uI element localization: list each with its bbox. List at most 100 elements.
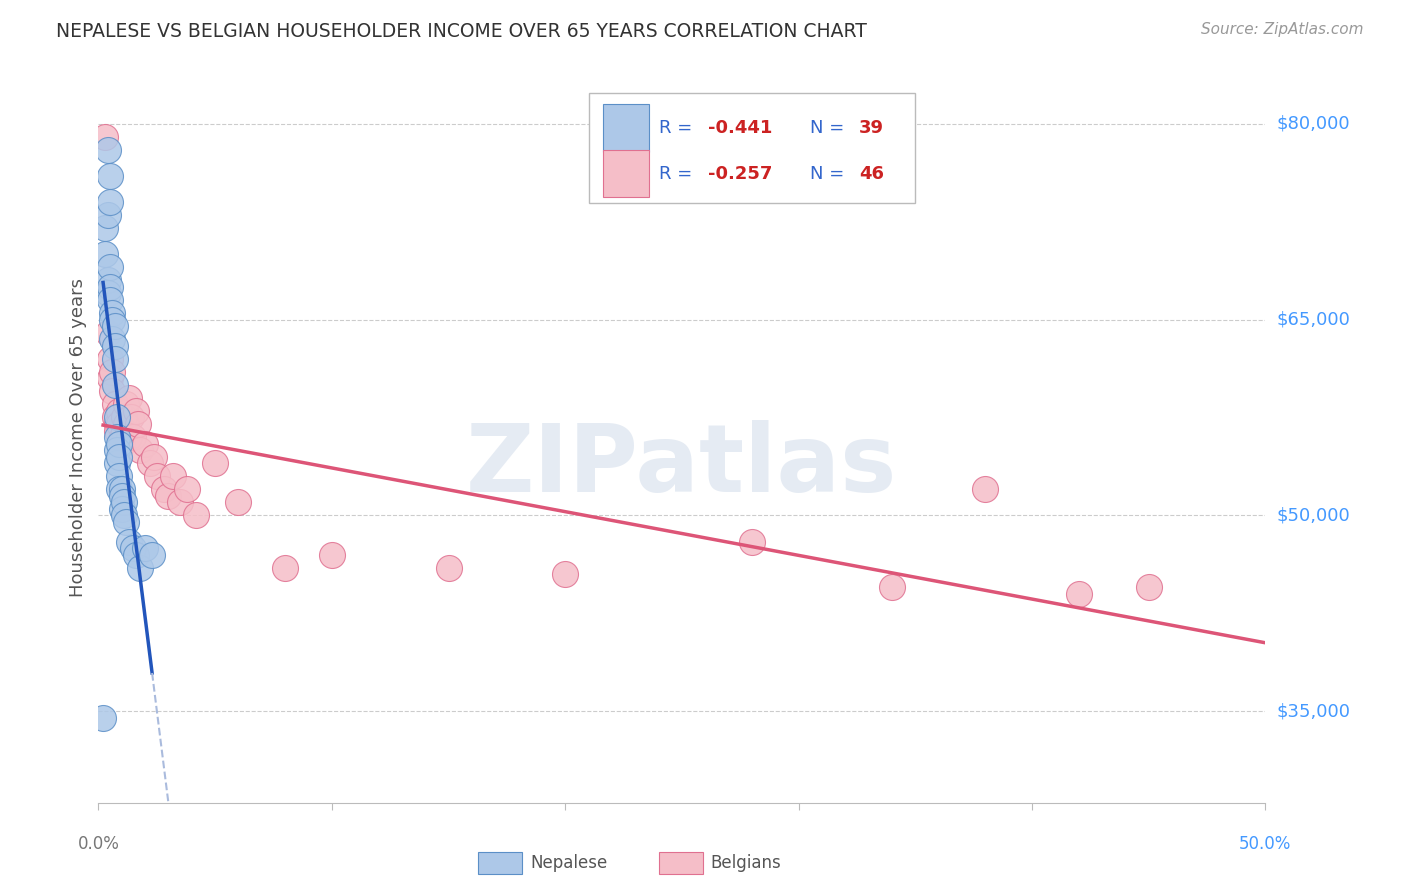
Point bbox=[94, 129, 117, 144]
Point bbox=[112, 424, 135, 438]
Point bbox=[437, 560, 460, 574]
Point bbox=[104, 397, 127, 411]
Point bbox=[169, 495, 191, 509]
Point bbox=[105, 430, 128, 444]
Point bbox=[118, 534, 141, 549]
Point bbox=[112, 495, 135, 509]
Text: -0.441: -0.441 bbox=[707, 119, 772, 136]
Point bbox=[176, 483, 198, 497]
Point bbox=[120, 410, 142, 425]
Point bbox=[321, 548, 343, 562]
Point bbox=[104, 377, 127, 392]
Point bbox=[101, 312, 124, 326]
Point bbox=[139, 456, 162, 470]
Point bbox=[97, 143, 120, 157]
Text: 46: 46 bbox=[859, 165, 884, 183]
Point bbox=[880, 580, 903, 594]
Text: Belgians: Belgians bbox=[710, 854, 780, 871]
Point bbox=[91, 711, 114, 725]
Point bbox=[97, 208, 120, 222]
Text: -0.257: -0.257 bbox=[707, 165, 772, 183]
Text: $65,000: $65,000 bbox=[1277, 310, 1350, 328]
Point bbox=[98, 260, 121, 275]
Point bbox=[108, 404, 131, 418]
Point bbox=[111, 436, 134, 450]
Text: 50.0%: 50.0% bbox=[1239, 836, 1292, 854]
Point bbox=[101, 306, 124, 320]
Point bbox=[94, 247, 117, 261]
Point bbox=[115, 515, 138, 529]
Point bbox=[98, 280, 121, 294]
Point bbox=[115, 397, 138, 411]
Text: $50,000: $50,000 bbox=[1277, 507, 1350, 524]
Text: 0.0%: 0.0% bbox=[77, 836, 120, 854]
Text: $80,000: $80,000 bbox=[1277, 114, 1350, 133]
Point bbox=[143, 450, 166, 464]
Point bbox=[104, 351, 127, 366]
Point bbox=[228, 495, 250, 509]
Point bbox=[134, 436, 156, 450]
Point bbox=[1067, 587, 1090, 601]
Point bbox=[97, 286, 120, 301]
Point bbox=[111, 483, 134, 497]
Point bbox=[105, 424, 128, 438]
Point bbox=[108, 436, 131, 450]
Text: ZIPatlas: ZIPatlas bbox=[467, 420, 897, 512]
Point bbox=[129, 443, 152, 458]
Bar bbox=[478, 852, 522, 874]
Point bbox=[125, 548, 148, 562]
Bar bbox=[603, 150, 650, 197]
Point bbox=[108, 483, 131, 497]
Point bbox=[186, 508, 208, 523]
Text: R =: R = bbox=[658, 119, 697, 136]
Text: NEPALESE VS BELGIAN HOUSEHOLDER INCOME OVER 65 YEARS CORRELATION CHART: NEPALESE VS BELGIAN HOUSEHOLDER INCOME O… bbox=[56, 22, 868, 41]
Bar bbox=[603, 104, 650, 152]
Point bbox=[108, 417, 131, 431]
Point bbox=[1137, 580, 1160, 594]
Point bbox=[122, 430, 145, 444]
Point bbox=[554, 567, 576, 582]
Point bbox=[97, 273, 120, 287]
Point bbox=[105, 410, 128, 425]
Point bbox=[108, 469, 131, 483]
Point bbox=[104, 338, 127, 352]
Point bbox=[115, 417, 138, 431]
Point bbox=[101, 332, 124, 346]
Point bbox=[98, 169, 121, 183]
Text: 39: 39 bbox=[859, 119, 884, 136]
Text: Source: ZipAtlas.com: Source: ZipAtlas.com bbox=[1201, 22, 1364, 37]
Point bbox=[101, 384, 124, 399]
Point bbox=[98, 194, 121, 209]
Point bbox=[105, 443, 128, 458]
Point bbox=[146, 469, 169, 483]
Point bbox=[134, 541, 156, 555]
Point bbox=[141, 548, 163, 562]
Point bbox=[157, 489, 180, 503]
Point bbox=[122, 541, 145, 555]
FancyBboxPatch shape bbox=[589, 94, 915, 203]
Point bbox=[112, 410, 135, 425]
Point bbox=[112, 508, 135, 523]
Point bbox=[129, 560, 152, 574]
Text: N =: N = bbox=[810, 119, 851, 136]
Point bbox=[105, 417, 128, 431]
Point bbox=[204, 456, 226, 470]
Point bbox=[104, 410, 127, 425]
Point bbox=[125, 404, 148, 418]
Point bbox=[974, 483, 997, 497]
Point bbox=[741, 534, 763, 549]
Text: $35,000: $35,000 bbox=[1277, 702, 1351, 721]
Point bbox=[108, 450, 131, 464]
Point bbox=[118, 391, 141, 405]
Point bbox=[101, 365, 124, 379]
Y-axis label: Householder Income Over 65 years: Householder Income Over 65 years bbox=[69, 277, 87, 597]
Point bbox=[105, 456, 128, 470]
Point bbox=[162, 469, 184, 483]
Point bbox=[152, 483, 174, 497]
Point bbox=[97, 326, 120, 340]
Point bbox=[111, 430, 134, 444]
Point bbox=[111, 502, 134, 516]
Point bbox=[98, 293, 121, 307]
Text: N =: N = bbox=[810, 165, 851, 183]
Point bbox=[127, 417, 149, 431]
